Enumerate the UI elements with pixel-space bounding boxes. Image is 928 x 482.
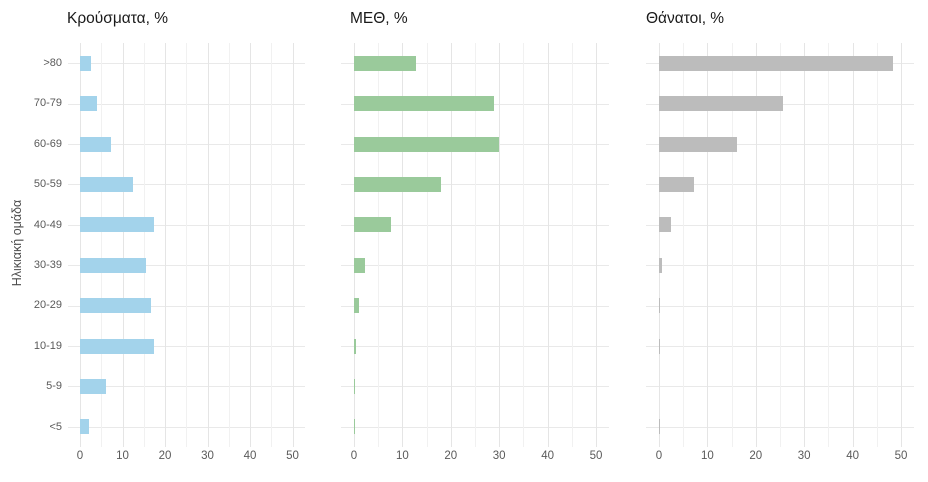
y-tick-label: 60-69	[33, 137, 62, 150]
bar-50-59	[354, 176, 442, 192]
major-gridline	[547, 43, 549, 447]
minor-gridline	[571, 43, 573, 447]
y-tick-label: 40-49	[33, 218, 62, 231]
bar-30-39	[659, 257, 662, 273]
bar-20-29	[659, 298, 660, 314]
panel-deaths-plot	[646, 43, 914, 447]
minor-gridline	[228, 43, 230, 447]
bar-10-19	[659, 338, 660, 354]
minor-gridline	[143, 43, 145, 447]
bar-50-59	[80, 176, 134, 192]
x-tick-label: 20	[749, 450, 763, 462]
bar-70-79	[80, 96, 97, 112]
x-tick-label: 10	[116, 450, 129, 462]
bar-30-39	[80, 257, 146, 273]
major-gridline	[165, 43, 166, 447]
x-tick-label: 0	[76, 450, 84, 462]
y-tick-label: 5-9	[46, 380, 62, 393]
major-gridline	[852, 43, 854, 447]
major-gridline	[804, 43, 806, 447]
major-gridline	[450, 43, 452, 447]
major-gridline	[755, 43, 757, 447]
minor-gridline	[780, 43, 781, 447]
x-tick-label: 0	[350, 450, 358, 462]
panel-icu-plot	[341, 43, 609, 447]
bar-5-9	[80, 378, 106, 394]
minor-gridline	[378, 43, 380, 447]
minor-gridline	[475, 43, 476, 447]
minor-gridline	[731, 43, 733, 447]
bar-60-69	[659, 136, 738, 152]
bar-10-19	[354, 338, 356, 354]
bar-40-49	[80, 217, 154, 233]
x-tick-label: 10	[395, 450, 409, 462]
bar-50-59	[659, 176, 695, 192]
bar-70-79	[354, 96, 495, 112]
panel-title-deaths: Θάνατοι, %	[646, 10, 725, 27]
x-tick-label: 40	[243, 450, 257, 462]
x-tick-label: 0	[655, 450, 663, 462]
bar-20-29	[80, 298, 151, 314]
bar-40-49	[354, 217, 392, 233]
major-gridline	[659, 43, 660, 447]
major-gridline	[250, 43, 251, 447]
minor-gridline	[101, 43, 103, 447]
bar-60-69	[354, 136, 500, 152]
minor-gridline	[683, 43, 685, 447]
major-gridline	[596, 43, 597, 447]
major-gridline	[122, 43, 124, 447]
bar-40-49	[659, 217, 671, 233]
bar-10-19	[80, 338, 155, 354]
x-tick-label: 20	[444, 450, 458, 462]
x-tick-label: 40	[846, 450, 859, 462]
bar-<5	[354, 419, 355, 435]
x-tick-label: 20	[158, 450, 172, 462]
y-tick-label: 70-79	[33, 97, 62, 110]
bar-<5	[80, 419, 90, 435]
x-tick-label: 50	[589, 450, 603, 462]
bar-30-39	[354, 257, 366, 273]
y-tick-label: 50-59	[33, 178, 62, 191]
minor-gridline	[271, 43, 273, 447]
major-gridline	[499, 43, 501, 447]
bar-70-79	[659, 96, 783, 112]
y-tick-label: 30-39	[33, 258, 62, 271]
minor-gridline	[828, 43, 830, 447]
bar-<5	[659, 419, 660, 435]
bar->80	[659, 55, 894, 71]
x-tick-label: 30	[201, 450, 214, 462]
minor-gridline	[186, 43, 188, 447]
major-gridline	[901, 43, 902, 447]
major-gridline	[707, 43, 709, 447]
bar->80	[80, 55, 92, 71]
y-tick-label: >80	[43, 57, 62, 69]
panel-title-cases: Κρούσματα, %	[67, 10, 168, 27]
y-tick-label: 20-29	[33, 299, 62, 312]
major-gridline	[80, 43, 81, 447]
bar-60-69	[80, 136, 112, 152]
x-tick-label: 50	[286, 450, 299, 462]
y-axis-tick-labels: >80 70-79 60-69 50-59 40-49 30-39 20-29 10-19 5-…	[0, 43, 62, 447]
bar-20-29	[354, 298, 359, 314]
minor-gridline	[876, 43, 878, 447]
major-gridline	[207, 43, 209, 447]
bar->80	[354, 55, 416, 71]
major-gridline	[402, 43, 404, 447]
minor-gridline	[426, 43, 428, 447]
bar-5-9	[354, 378, 355, 394]
panel-cases-plot	[68, 43, 305, 447]
y-tick-label: 10-19	[33, 339, 62, 352]
x-tick-label: 50	[894, 450, 908, 462]
x-tick-label: 10	[700, 450, 714, 462]
y-tick-label: <5	[49, 420, 62, 433]
x-tick-label: 30	[797, 450, 811, 462]
major-gridline	[354, 43, 355, 447]
panel-title-icu: ΜΕΘ, %	[350, 10, 408, 27]
x-tick-label: 30	[492, 450, 506, 462]
minor-gridline	[523, 43, 525, 447]
major-gridline	[292, 43, 294, 447]
x-tick-label: 40	[541, 450, 554, 462]
